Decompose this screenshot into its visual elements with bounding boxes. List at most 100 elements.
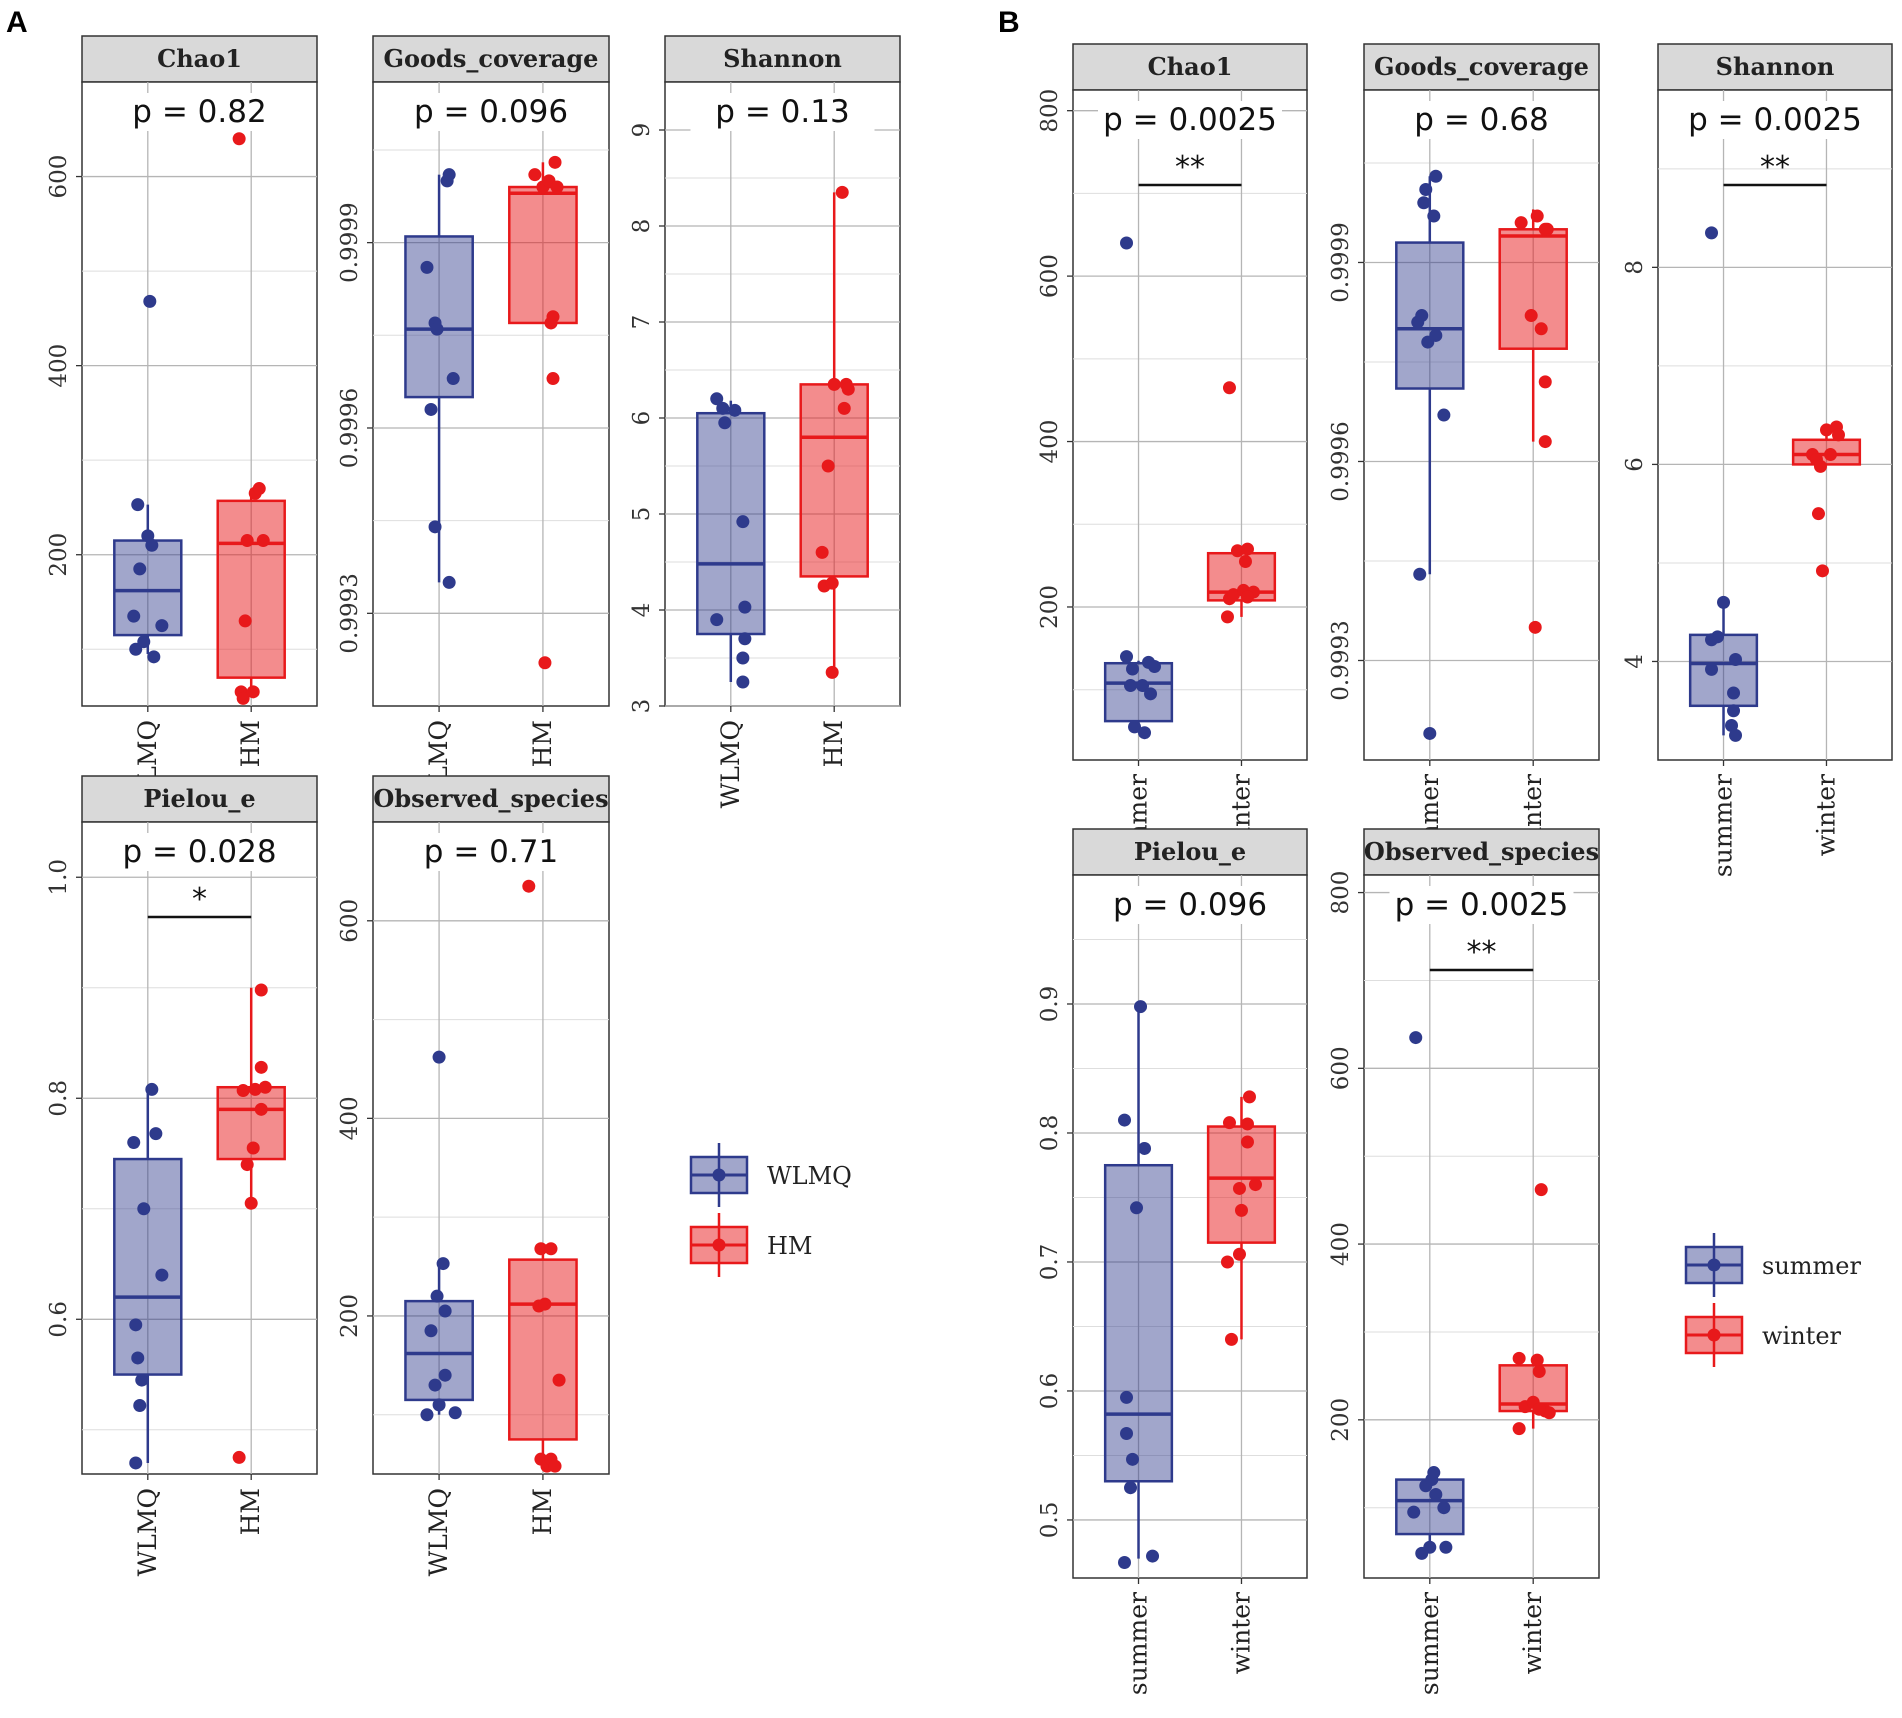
significance-stars: * <box>192 882 207 917</box>
legend-b: summer winter <box>1684 1233 1861 1367</box>
data-point <box>137 1202 151 1216</box>
data-point <box>1144 687 1158 701</box>
box-summer <box>1395 1031 1465 1560</box>
data-point <box>1120 1390 1134 1404</box>
y-tick-label: 0.6 <box>46 1301 72 1338</box>
facet-title: Goods_coverage <box>384 44 599 73</box>
data-point <box>428 520 442 534</box>
y-tick-label: 5 <box>629 507 655 522</box>
data-point <box>1222 381 1236 395</box>
y-tick-label: 8 <box>1622 260 1648 275</box>
data-point <box>1240 542 1254 556</box>
box-iqr <box>1103 1163 1174 1483</box>
data-point <box>827 377 841 391</box>
legend-dot <box>1707 1258 1721 1272</box>
x-category-label: WLMQ <box>424 1488 453 1576</box>
data-point <box>1118 1113 1132 1127</box>
data-point <box>1729 653 1743 666</box>
p-value-background <box>399 833 583 871</box>
data-point <box>1240 1117 1254 1131</box>
data-point <box>1542 1406 1556 1420</box>
data-point <box>244 1196 258 1210</box>
facet-strip <box>1363 43 1600 91</box>
data-point <box>815 545 829 559</box>
data-point <box>129 1318 143 1332</box>
data-point <box>1439 1540 1453 1554</box>
data-point <box>825 576 839 590</box>
data-point <box>135 1373 149 1387</box>
y-tick-label: 200 <box>1328 1398 1354 1442</box>
data-point <box>252 482 266 496</box>
data-point <box>1437 1501 1451 1515</box>
data-point <box>1425 1473 1439 1487</box>
data-point <box>1240 1135 1254 1149</box>
x-category-label: WLMQ <box>133 1488 162 1576</box>
plot-area <box>1363 874 1600 1579</box>
data-point <box>835 185 849 199</box>
p-value-label: p = 0.096 <box>1113 887 1267 923</box>
data-point <box>825 665 839 679</box>
p-value-label: p = 0.0025 <box>1103 102 1277 138</box>
data-point <box>438 1304 452 1318</box>
y-tick-label: 400 <box>1328 1222 1354 1266</box>
box-winter <box>1498 1183 1568 1436</box>
y-tick-label: 0.8 <box>1037 1115 1063 1152</box>
significance-stars: ** <box>1175 150 1205 185</box>
p-value-background <box>690 93 875 131</box>
p-value-background <box>1098 886 1282 924</box>
data-point <box>1248 1178 1262 1192</box>
box-iqr <box>113 539 183 637</box>
x-category-label: summer <box>1709 774 1738 877</box>
data-point <box>133 562 147 576</box>
x-category-label: HM <box>819 720 848 767</box>
data-point <box>1512 1351 1526 1365</box>
facet-title: Goods_coverage <box>1374 52 1589 81</box>
facet-strip <box>81 775 318 823</box>
data-point <box>1417 196 1431 210</box>
x-category-label: summer <box>1415 1592 1444 1695</box>
p-value-label: p = 0.68 <box>1414 102 1548 138</box>
data-point <box>1532 1364 1546 1378</box>
legend-label: winter <box>1762 1322 1842 1350</box>
box-summer <box>1395 169 1465 740</box>
facet-b-shannon: Shannon 4 6 8 summer winter p = 0.0025 ** <box>1622 43 1893 877</box>
data-point <box>1415 1546 1429 1560</box>
data-point <box>1815 564 1829 578</box>
data-point <box>710 392 724 406</box>
data-point <box>736 515 750 529</box>
data-point <box>1415 309 1429 323</box>
data-point <box>1530 1353 1544 1367</box>
data-point <box>254 1060 268 1074</box>
p-value-label: p = 0.13 <box>715 94 849 130</box>
y-tick-label: 7 <box>629 315 655 330</box>
box-wlmq <box>404 168 474 589</box>
data-point <box>1118 1556 1132 1570</box>
facet-strip <box>81 35 318 83</box>
data-point <box>1534 322 1548 336</box>
box-wlmq <box>113 294 183 664</box>
facet-title: Observed_species <box>1364 837 1599 866</box>
data-point <box>821 459 835 473</box>
data-point <box>438 1368 452 1382</box>
p-value-label: p = 0.0025 <box>1688 102 1862 138</box>
x-category-label: winter <box>1226 1592 1255 1674</box>
data-point <box>710 613 724 627</box>
y-tick-label: 800 <box>1328 871 1354 915</box>
p-value-background <box>1683 101 1867 139</box>
data-point <box>1538 375 1552 389</box>
data-point <box>238 614 252 628</box>
data-point <box>544 1242 558 1256</box>
p-value-label: p = 0.096 <box>414 94 568 130</box>
y-tick-label: 0.9999 <box>1328 222 1354 302</box>
data-point <box>841 382 855 396</box>
data-point <box>236 691 250 705</box>
data-point <box>127 609 141 623</box>
data-point <box>254 1102 268 1116</box>
p-value-label: p = 0.028 <box>122 834 276 870</box>
data-point <box>1429 328 1443 342</box>
box-winter <box>1498 209 1568 634</box>
data-point <box>1126 662 1140 676</box>
data-point <box>129 1456 143 1470</box>
